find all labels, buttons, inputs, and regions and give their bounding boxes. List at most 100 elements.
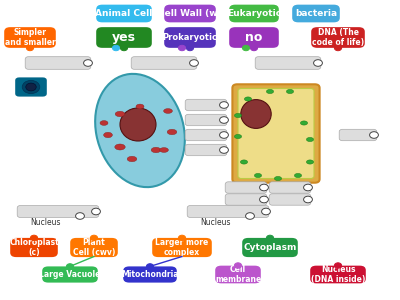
FancyBboxPatch shape xyxy=(164,5,216,22)
Circle shape xyxy=(260,184,268,191)
Ellipse shape xyxy=(254,173,262,178)
Text: Eukaryotic: Eukaryotic xyxy=(227,9,281,18)
FancyBboxPatch shape xyxy=(70,238,118,257)
Circle shape xyxy=(246,213,254,219)
Ellipse shape xyxy=(240,160,248,164)
FancyBboxPatch shape xyxy=(185,99,227,111)
Text: Prokaryotic: Prokaryotic xyxy=(162,33,218,42)
Circle shape xyxy=(190,60,198,66)
FancyBboxPatch shape xyxy=(185,114,227,126)
Ellipse shape xyxy=(234,134,242,139)
Ellipse shape xyxy=(136,104,144,109)
Circle shape xyxy=(146,264,154,269)
Circle shape xyxy=(84,60,92,66)
Ellipse shape xyxy=(160,148,168,152)
Circle shape xyxy=(26,83,36,91)
Ellipse shape xyxy=(306,160,314,164)
FancyBboxPatch shape xyxy=(242,238,298,257)
Text: Plant
Cell (cwv): Plant Cell (cwv) xyxy=(73,238,115,257)
FancyBboxPatch shape xyxy=(225,194,267,205)
Text: no: no xyxy=(245,31,263,44)
Circle shape xyxy=(220,102,228,108)
Circle shape xyxy=(334,45,342,51)
Circle shape xyxy=(92,208,100,215)
Text: Nucleus
(DNA inside): Nucleus (DNA inside) xyxy=(311,265,365,284)
Ellipse shape xyxy=(127,156,137,162)
Circle shape xyxy=(66,264,74,269)
Text: Cell Wall (w): Cell Wall (w) xyxy=(158,9,222,18)
FancyBboxPatch shape xyxy=(152,238,212,257)
FancyBboxPatch shape xyxy=(185,129,227,141)
Circle shape xyxy=(178,45,186,51)
Ellipse shape xyxy=(167,129,177,135)
Circle shape xyxy=(178,235,186,241)
FancyBboxPatch shape xyxy=(238,88,314,178)
Circle shape xyxy=(266,235,274,241)
Circle shape xyxy=(370,132,378,138)
FancyBboxPatch shape xyxy=(215,266,261,283)
FancyBboxPatch shape xyxy=(185,144,227,156)
Ellipse shape xyxy=(120,108,156,141)
FancyBboxPatch shape xyxy=(292,5,340,22)
Circle shape xyxy=(26,45,34,51)
FancyBboxPatch shape xyxy=(131,57,197,69)
FancyBboxPatch shape xyxy=(269,194,311,205)
FancyBboxPatch shape xyxy=(269,182,311,193)
FancyBboxPatch shape xyxy=(187,206,269,218)
FancyBboxPatch shape xyxy=(229,27,279,48)
Circle shape xyxy=(220,117,228,123)
FancyBboxPatch shape xyxy=(96,5,152,22)
FancyBboxPatch shape xyxy=(339,129,377,141)
Circle shape xyxy=(304,196,312,203)
Text: Cytoplasm: Cytoplasm xyxy=(243,243,297,252)
Circle shape xyxy=(314,60,322,66)
Text: Larger more
complex: Larger more complex xyxy=(155,238,209,257)
Ellipse shape xyxy=(115,144,125,150)
FancyBboxPatch shape xyxy=(225,182,267,193)
FancyBboxPatch shape xyxy=(310,266,366,283)
Circle shape xyxy=(334,263,342,268)
Ellipse shape xyxy=(266,89,274,94)
Ellipse shape xyxy=(115,111,125,117)
Circle shape xyxy=(120,45,128,51)
Ellipse shape xyxy=(300,121,308,125)
Circle shape xyxy=(304,184,312,191)
FancyBboxPatch shape xyxy=(42,266,98,283)
Ellipse shape xyxy=(286,89,294,94)
FancyBboxPatch shape xyxy=(25,57,91,69)
Circle shape xyxy=(30,235,38,241)
Ellipse shape xyxy=(234,113,242,118)
FancyBboxPatch shape xyxy=(229,5,279,22)
Text: bacteria: bacteria xyxy=(295,9,337,18)
Text: Chloroplast
(c): Chloroplast (c) xyxy=(9,238,59,257)
Text: yes: yes xyxy=(112,31,136,44)
Circle shape xyxy=(76,213,84,219)
FancyBboxPatch shape xyxy=(4,27,56,48)
Text: Animal Cell: Animal Cell xyxy=(95,9,153,18)
Text: DNA (The
code of life): DNA (The code of life) xyxy=(312,28,364,47)
Circle shape xyxy=(262,208,270,215)
Text: Large Vacuole: Large Vacuole xyxy=(39,270,101,279)
Circle shape xyxy=(220,147,228,153)
Circle shape xyxy=(90,235,98,241)
Ellipse shape xyxy=(244,97,252,101)
Text: Mitochondria: Mitochondria xyxy=(121,270,179,279)
Circle shape xyxy=(260,196,268,203)
FancyBboxPatch shape xyxy=(255,57,321,69)
Ellipse shape xyxy=(294,173,302,178)
FancyBboxPatch shape xyxy=(123,266,177,283)
Text: Nucleus: Nucleus xyxy=(200,218,230,227)
Text: Simpler
and smaller: Simpler and smaller xyxy=(5,28,55,47)
Ellipse shape xyxy=(241,100,271,128)
FancyBboxPatch shape xyxy=(10,238,58,257)
Circle shape xyxy=(112,45,120,51)
Ellipse shape xyxy=(104,132,112,138)
FancyBboxPatch shape xyxy=(164,27,216,48)
Circle shape xyxy=(250,45,258,51)
Circle shape xyxy=(220,132,228,138)
Circle shape xyxy=(234,263,242,268)
Ellipse shape xyxy=(164,109,172,113)
Circle shape xyxy=(242,45,250,51)
Text: Cell
membrane: Cell membrane xyxy=(215,265,261,284)
FancyBboxPatch shape xyxy=(17,206,99,218)
